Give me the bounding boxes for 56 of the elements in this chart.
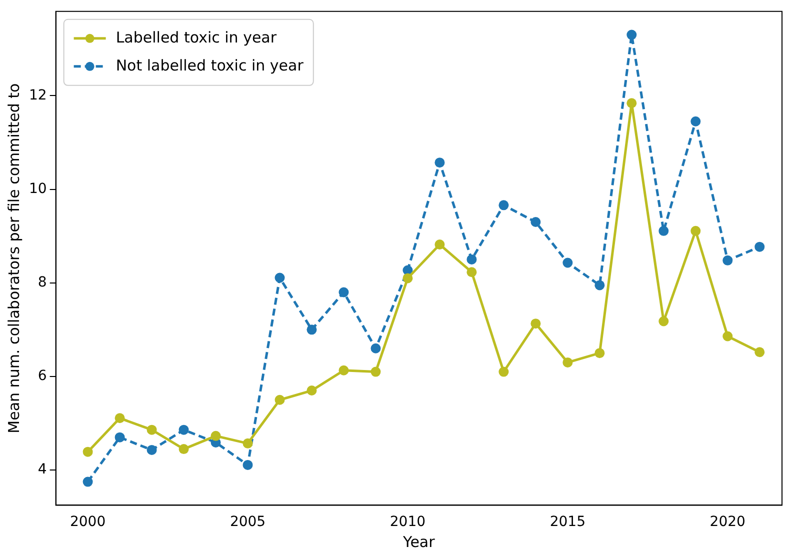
legend-label: Not labelled toxic in year	[116, 56, 304, 74]
point	[754, 347, 765, 358]
point	[626, 30, 637, 40]
point	[114, 432, 125, 442]
point	[338, 287, 349, 298]
x-tick-label: 2005	[230, 514, 266, 530]
point	[562, 357, 573, 368]
point	[498, 366, 509, 377]
x-tick-label: 2000	[70, 514, 106, 530]
point	[722, 255, 733, 266]
x-axis-title: Year	[402, 532, 436, 551]
point	[434, 158, 445, 168]
y-tick-label: 4	[38, 462, 47, 478]
point	[498, 200, 509, 210]
point	[114, 413, 125, 424]
point	[434, 239, 445, 250]
point	[146, 444, 157, 455]
point	[82, 476, 93, 487]
point	[242, 460, 253, 470]
legend-label: Labelled toxic in year	[116, 28, 278, 46]
point	[306, 324, 317, 335]
y-tick-label: 10	[28, 180, 47, 197]
point	[210, 430, 221, 441]
point	[274, 272, 285, 283]
point	[402, 273, 413, 284]
point	[370, 366, 381, 377]
point	[466, 267, 477, 278]
point	[82, 446, 93, 457]
point	[306, 386, 317, 396]
point	[178, 424, 189, 435]
point	[530, 217, 541, 228]
y-tick-label: 6	[38, 368, 47, 384]
x-tick-label: 2015	[550, 514, 586, 530]
point	[274, 394, 285, 405]
point	[754, 242, 765, 252]
point	[530, 318, 541, 329]
point	[626, 98, 637, 108]
point	[658, 226, 669, 236]
point	[146, 424, 157, 435]
point	[594, 280, 605, 290]
x-tick-label: 2020	[710, 514, 746, 530]
point	[658, 316, 669, 326]
point	[466, 254, 477, 264]
point	[338, 365, 349, 376]
y-tick-label: 8	[38, 274, 47, 291]
point	[562, 258, 573, 268]
point	[690, 116, 701, 126]
point	[178, 444, 189, 454]
x-tick-label: 2010	[390, 514, 426, 530]
point	[690, 226, 701, 236]
point	[722, 331, 733, 342]
point	[370, 343, 381, 354]
point	[242, 438, 253, 448]
y-axis-title: Mean num. collaborators per file committed to	[4, 83, 23, 434]
point	[594, 348, 605, 358]
y-tick-label: 12	[28, 87, 47, 104]
